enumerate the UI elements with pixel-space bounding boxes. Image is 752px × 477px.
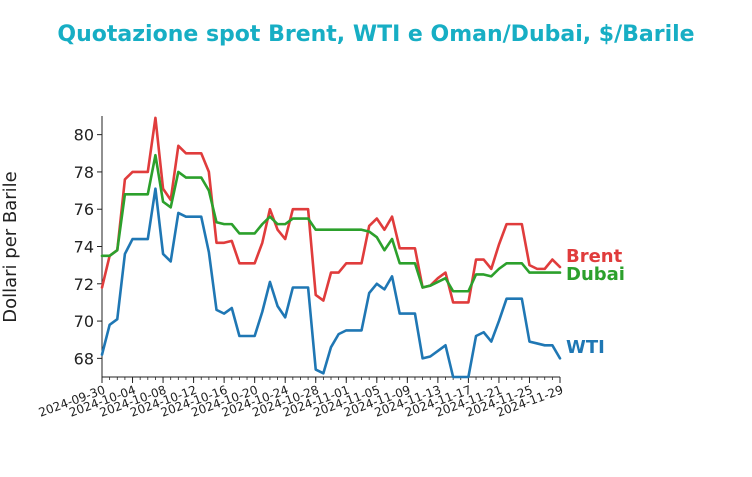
series-label-wti: WTI (566, 337, 605, 358)
y-tick-label: 74 (74, 238, 94, 257)
axes: 687072747678802024-09-302024-10-042024-1… (37, 116, 565, 420)
y-tick-label: 70 (74, 312, 94, 331)
y-tick-label: 68 (74, 349, 94, 368)
y-tick-label: 80 (74, 126, 94, 145)
series-line-dubai (100, 153, 562, 293)
y-tick-label: 72 (74, 275, 94, 294)
series-line-brent (100, 116, 562, 304)
series-lines (100, 116, 562, 379)
series-label-brent: Brent (566, 246, 623, 267)
series-label-dubai: Dubai (566, 264, 625, 285)
y-axis-label: Dollari per Barile (0, 171, 21, 323)
series-line-wti (100, 187, 562, 379)
chart-title: Quotazione spot Brent, WTI e Oman/Dubai,… (57, 22, 695, 47)
y-tick-label: 76 (74, 200, 94, 219)
y-tick-label: 78 (74, 163, 94, 182)
